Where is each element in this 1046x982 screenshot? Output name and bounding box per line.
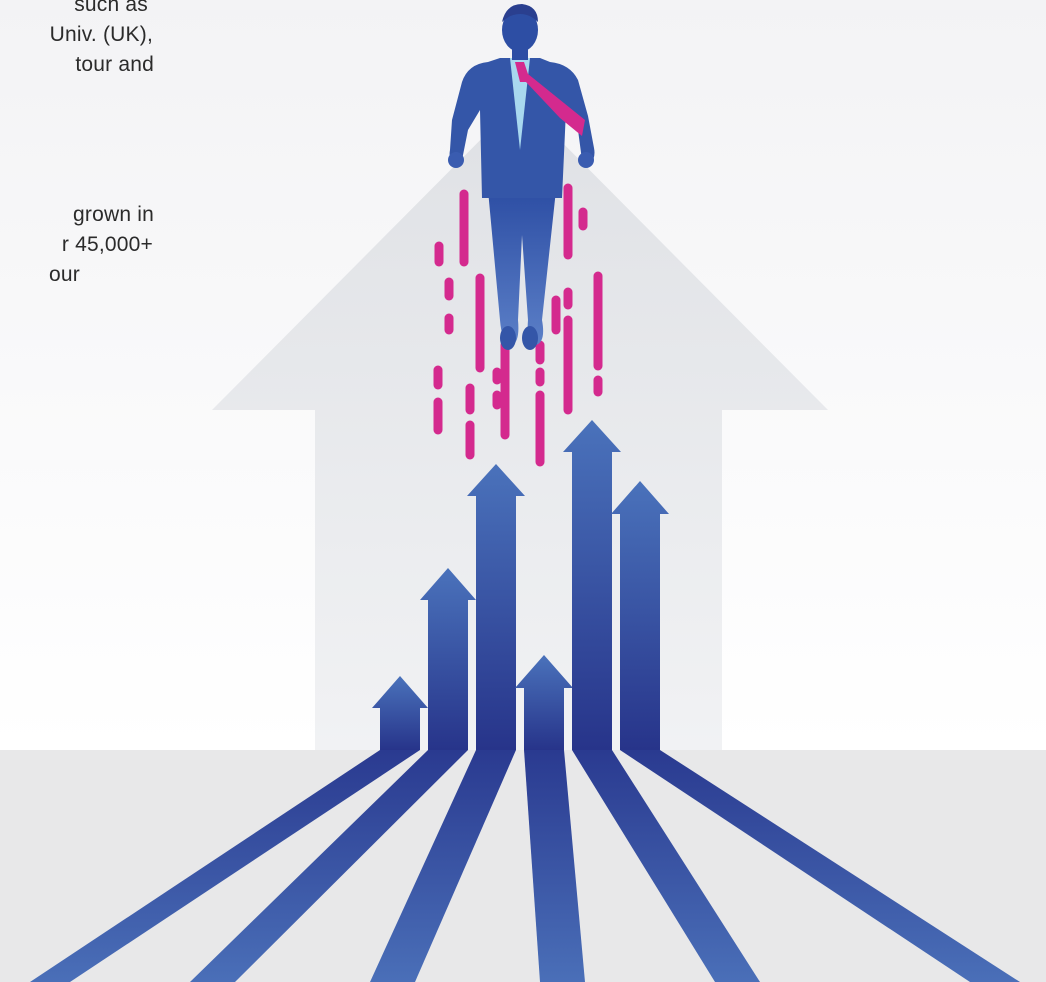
text-line-6: our <box>49 263 80 286</box>
intro-text: such as Univ. (UK), tour and grown in r … <box>0 0 400 340</box>
man-tie <box>515 62 585 136</box>
text-line-2: Univ. (UK), <box>49 23 153 46</box>
arrow-1 <box>372 676 428 750</box>
text-line-4: grown in <box>73 203 154 226</box>
man-legs <box>488 190 556 345</box>
floor <box>0 750 1046 982</box>
arrow-3 <box>467 464 525 750</box>
man-head <box>502 8 538 52</box>
jet-trails <box>433 183 603 467</box>
arrow-5 <box>563 420 621 750</box>
arrow-4 <box>515 655 573 750</box>
arrow-6 <box>611 481 669 750</box>
arrow-2 <box>420 568 476 750</box>
text-line-3: tour and <box>75 53 154 76</box>
man-hair <box>502 4 538 22</box>
floor-rays <box>30 750 1020 982</box>
businessman-figure <box>448 4 595 350</box>
rising-arrows <box>372 420 669 750</box>
background-arrow <box>212 100 828 750</box>
text-line-5: r 45,000+ <box>61 233 153 256</box>
text-line-1: such as <box>74 0 148 16</box>
